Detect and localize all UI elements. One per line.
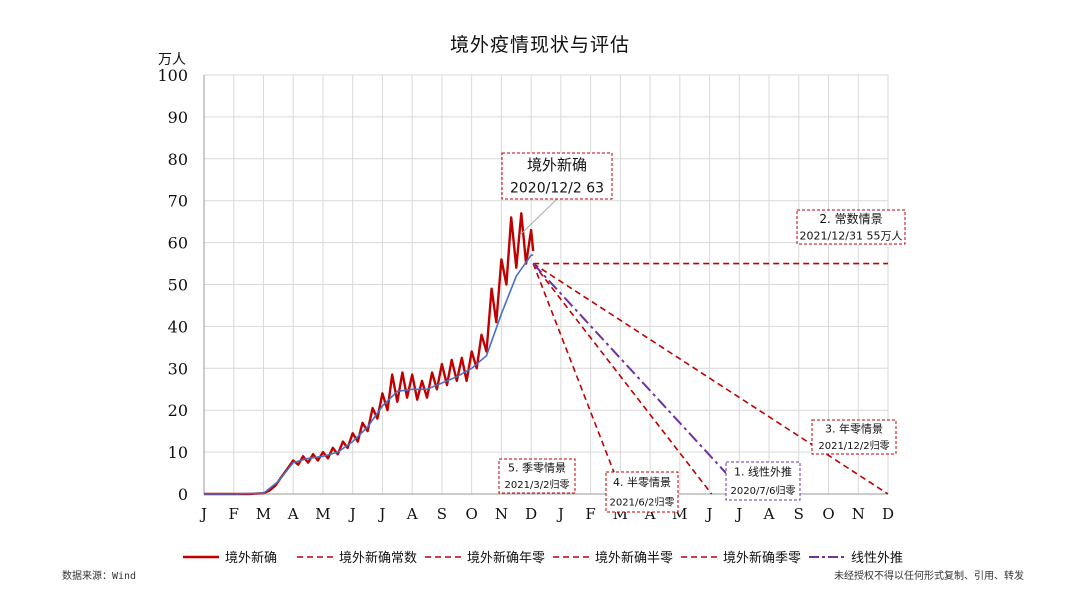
x-tick-label: F: [229, 505, 239, 523]
annotation-layer: 境外新确 2020/12/2 63 2. 常数情景 2021/12/31 55万人 3.…: [498, 152, 906, 513]
x-tick-label: D: [525, 505, 537, 523]
legend-label: 境外新确常数: [339, 550, 417, 566]
legend-label: 境外新确季零: [723, 550, 801, 566]
series-layer: [204, 212, 889, 496]
y-tick-label: 40: [168, 317, 188, 336]
annotation-text: 境外新确: [527, 156, 587, 174]
annotation-text: 5. 季零情景: [508, 461, 566, 474]
x-tick-label: A: [406, 505, 418, 523]
x-tick-label: J: [377, 505, 385, 523]
x-tick-label: M: [315, 505, 330, 523]
y-tick-label: 80: [168, 150, 188, 169]
annotation-text: 2021/3/2归零: [505, 478, 570, 491]
chart-title: 境外疫情现状与评估: [449, 34, 630, 56]
annotation-text: 2020/7/6归零: [731, 484, 796, 497]
annotation-box-linear: [725, 461, 801, 501]
x-tick-label: A: [763, 505, 775, 523]
y-tick-label: 20: [168, 401, 188, 420]
x-tick-label: O: [465, 505, 477, 523]
series-line-1: [204, 254, 534, 495]
legend-label: 境外新确年零: [467, 550, 545, 566]
x-tick-label: J: [199, 505, 207, 523]
x-tick-label: J: [734, 505, 742, 523]
annotation-box-year_zero: [811, 419, 897, 455]
annotation-text: 1. 线性外推: [734, 464, 792, 478]
y-tick-label: 60: [168, 234, 188, 253]
y-tick-label: 0: [178, 485, 188, 504]
annotation-box-current: [501, 152, 613, 200]
x-tick-label: S: [437, 505, 447, 523]
legend-label: 境外新确半零: [595, 550, 673, 566]
annotation-text: 4. 半零情景: [613, 475, 671, 489]
legend-label: 境外新确: [225, 550, 277, 566]
grid-layer: [204, 74, 889, 494]
annotation-text: 2021/6/2归零: [610, 496, 675, 509]
x-tick-label: O: [822, 505, 834, 523]
series-line-3: [532, 262, 889, 495]
x-tick-label: M: [256, 505, 271, 523]
source-note: 数据来源：Wind: [62, 571, 137, 582]
x-tick-label: N: [852, 505, 865, 523]
y-tick-label: 70: [168, 192, 188, 211]
x-tick-label: J: [705, 505, 713, 523]
x-tick-label: N: [495, 505, 508, 523]
series-line-6: [532, 262, 747, 495]
annotation-text: 2. 常数情景: [819, 211, 882, 226]
copyright-note: 未经授权不得以任何形式复制、引用、转发: [834, 571, 1024, 582]
x-tick-label: J: [348, 505, 356, 523]
series-line-5: [532, 263, 624, 495]
series-line-4: [532, 263, 713, 495]
x-tick-label: S: [794, 505, 804, 523]
x-tick-label: A: [287, 505, 299, 523]
series-line-0: [204, 212, 535, 496]
legend-label: 线性外推: [851, 551, 903, 566]
y-tick-label: 50: [168, 276, 188, 295]
x-tick-label: D: [882, 505, 894, 523]
annotation-text: 3. 年零情景: [825, 421, 883, 435]
legend-layer: 境外新确 境外新确常数 境外新确年零 境外新确半零 境外新确季零 线性外推: [183, 550, 903, 566]
y-tick-label: 90: [168, 108, 188, 127]
annotation-text: 2021/12/31 55万人: [800, 229, 903, 242]
annotation-leader: [519, 198, 558, 236]
y-tick-label: 100: [157, 66, 188, 85]
annotation-box-half_year_zero: [605, 471, 679, 513]
y-tick-label: 30: [168, 359, 188, 378]
y-tick-label: 10: [168, 443, 188, 462]
annotation-text: 2020/12/2 63: [510, 181, 604, 197]
x-tick-label: J: [556, 505, 564, 523]
annotation-box-quarter_zero: [498, 458, 576, 494]
annotation-text: 2021/12/2归零: [818, 439, 889, 452]
annotation-box-constant: [796, 209, 906, 245]
x-tick-label: F: [585, 505, 595, 523]
y-axis-label: 万人: [158, 52, 186, 68]
